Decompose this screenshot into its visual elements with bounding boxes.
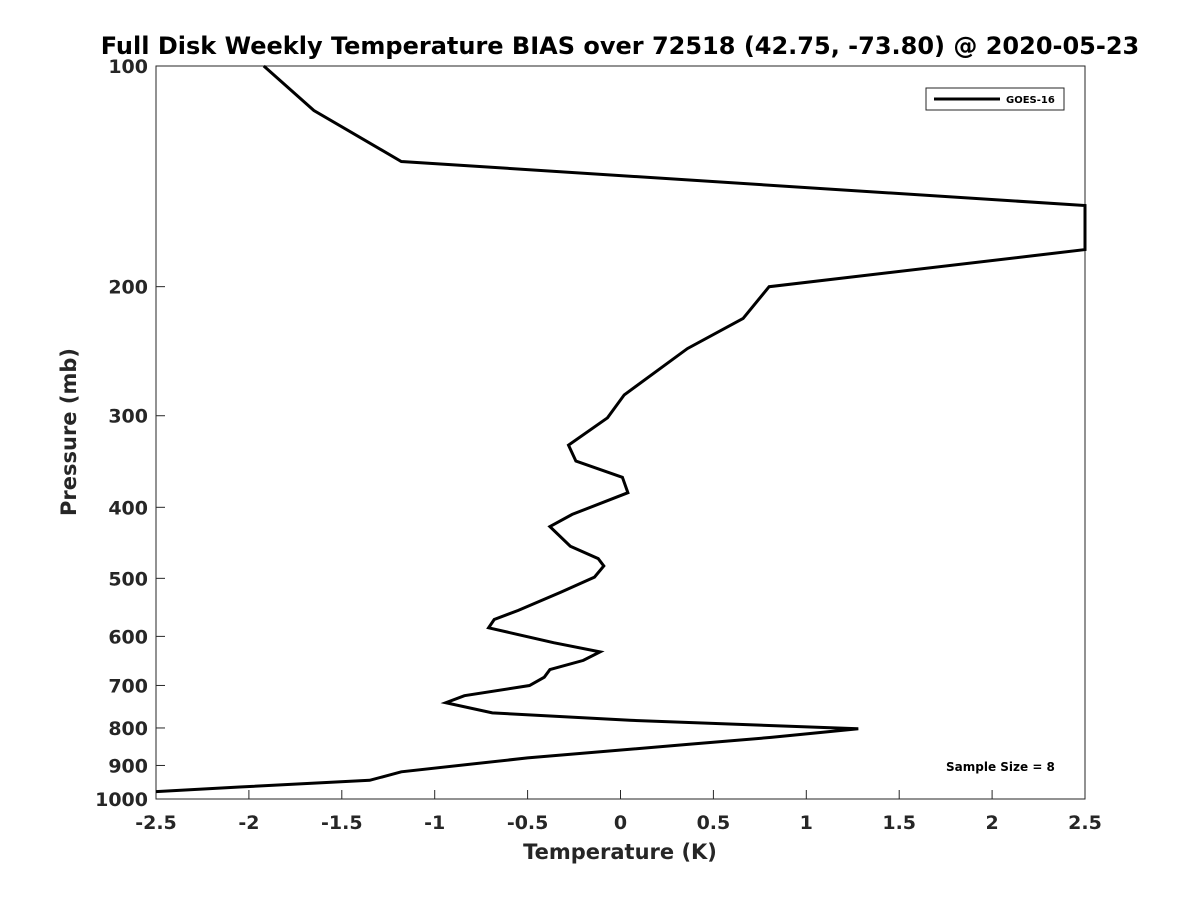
y-tick-label: 500 <box>108 568 148 590</box>
legend-label-goes-16: GOES-16 <box>1006 95 1055 106</box>
x-tick-label: 1.5 <box>882 812 916 834</box>
y-tick-label: 300 <box>108 406 148 428</box>
x-tick-label: -1 <box>424 812 445 834</box>
x-tick-label: -1.5 <box>321 812 363 834</box>
series-line-goes-16 <box>155 64 1087 794</box>
y-tick-label: 400 <box>108 497 148 519</box>
y-axis: 100 200 300 400 500 600 700 800 900 1000 <box>95 56 165 811</box>
series-layer <box>155 64 1087 794</box>
y-tick-label: 100 <box>108 56 148 78</box>
x-tick-label: -2 <box>238 812 259 834</box>
x-axis-label: Temperature (K) <box>523 840 717 864</box>
chart-title: Full Disk Weekly Temperature BIAS over 7… <box>101 32 1140 60</box>
x-tick-label: 0 <box>614 812 627 834</box>
y-tick-label: 1000 <box>95 789 148 811</box>
x-tick-label: 1 <box>800 812 813 834</box>
legend[interactable]: GOES-16 <box>925 87 1065 111</box>
sample-size-annotation: Sample Size = 8 <box>946 760 1055 774</box>
y-axis-label: Pressure (mb) <box>57 348 81 516</box>
y-tick-label: 800 <box>108 718 148 740</box>
x-tick-label: -0.5 <box>507 812 549 834</box>
x-tick-label: 0.5 <box>697 812 731 834</box>
x-axis: -2.5 -2 -1.5 -1 -0.5 0 0.5 1 1.5 2 2.5 <box>135 790 1102 834</box>
x-tick-label: 2.5 <box>1068 812 1102 834</box>
y-tick-label: 600 <box>108 626 148 648</box>
x-tick-label: -2.5 <box>135 812 177 834</box>
y-tick-label: 700 <box>108 675 148 697</box>
x-tick-label: 2 <box>985 812 998 834</box>
y-tick-label: 200 <box>108 277 148 299</box>
y-tick-label: 900 <box>108 755 148 777</box>
